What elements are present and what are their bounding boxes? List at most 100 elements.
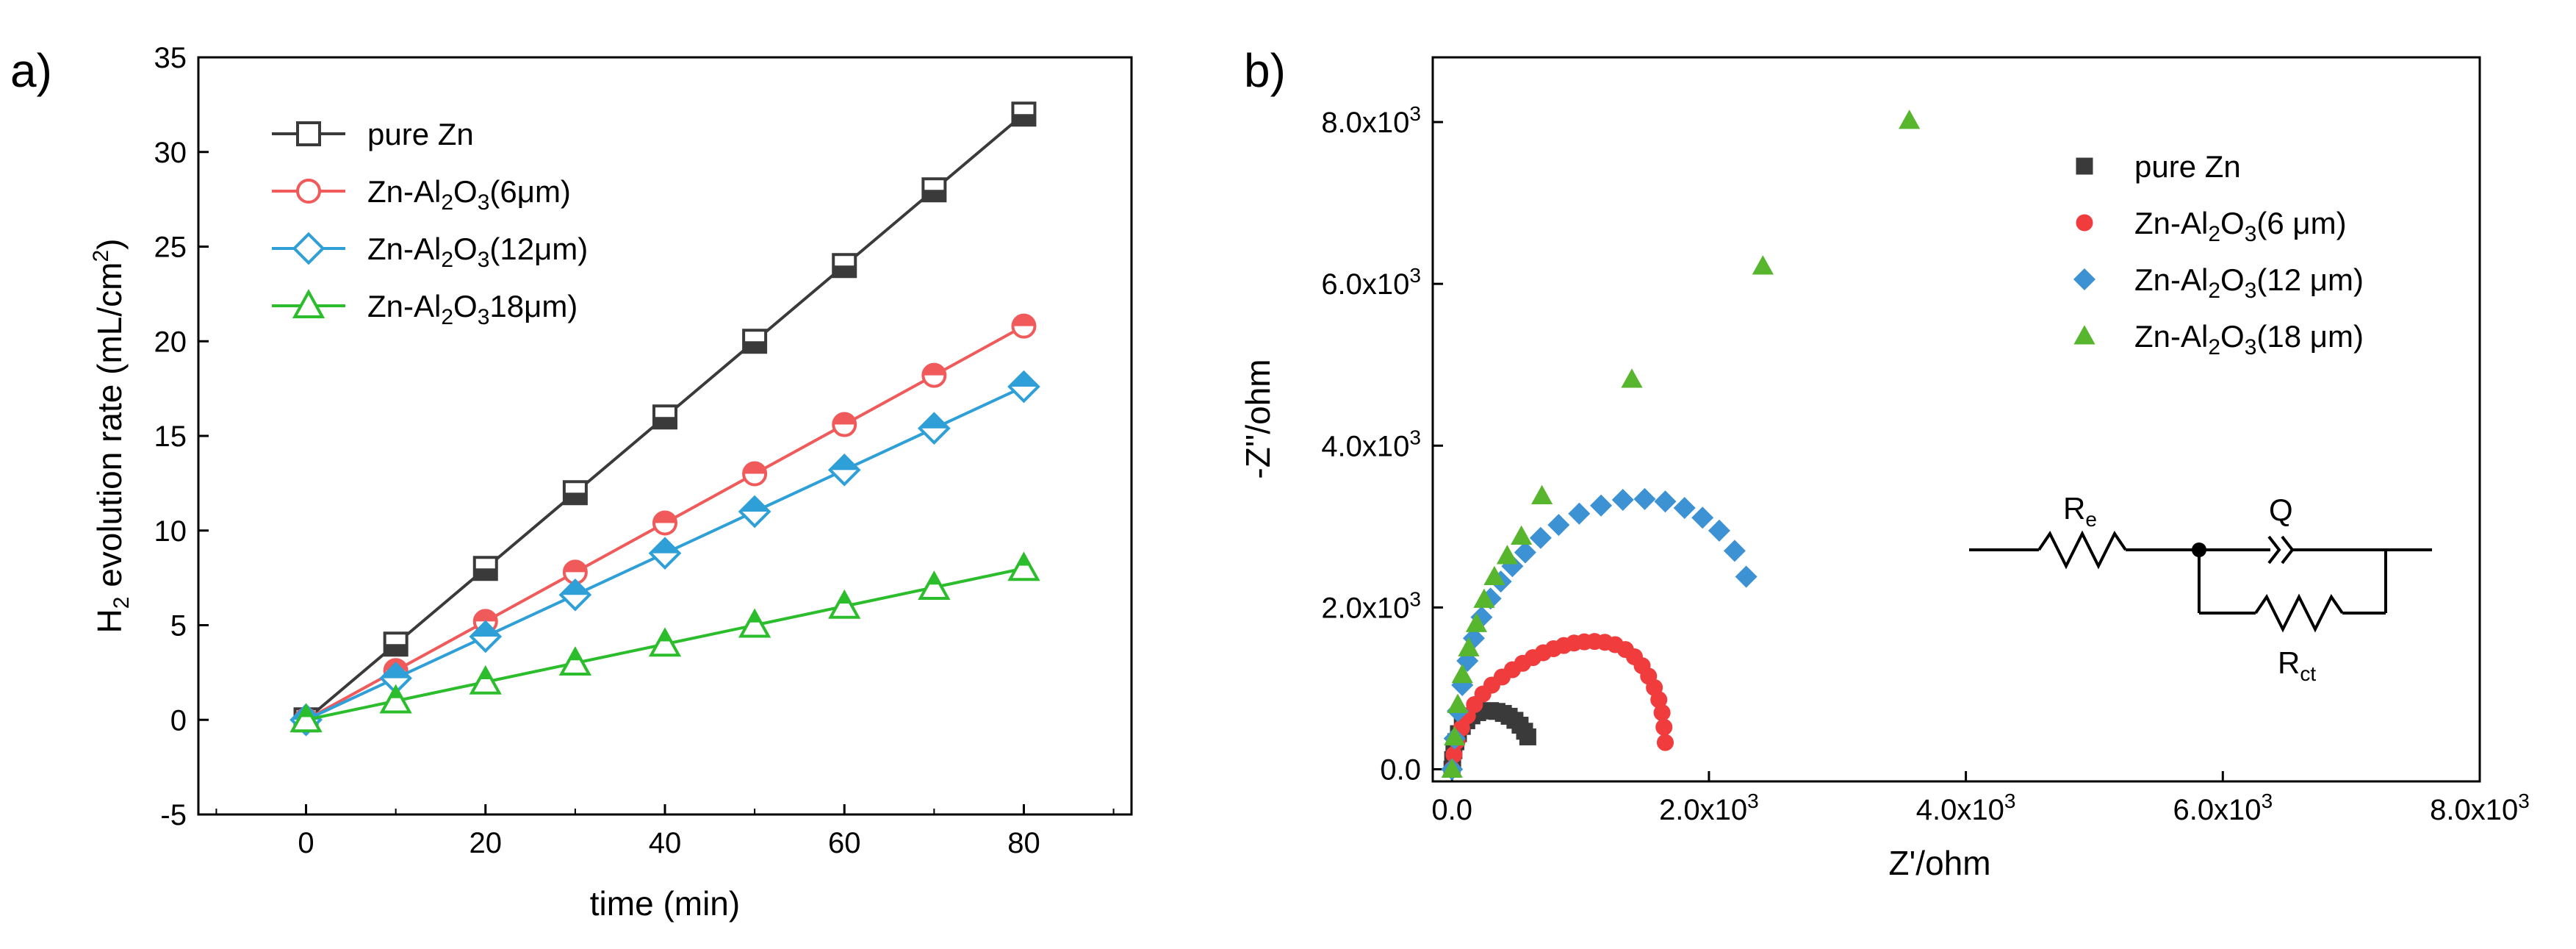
data-point: [1496, 545, 1519, 565]
data-point: [1519, 728, 1536, 745]
x-tick-label: 0.0: [1431, 794, 1472, 826]
x-tick-label: 20: [469, 827, 503, 859]
data-point-fill: [381, 664, 411, 678]
data-point: [289, 703, 323, 733]
legend-label: Zn-Al2O318μm): [367, 289, 578, 329]
series-3: [289, 551, 1040, 733]
data-point-fill: [747, 611, 762, 623]
data-point-fill: [744, 462, 766, 474]
chart-b-x-axis-label: Z'/ohm: [1888, 844, 1990, 882]
legend-label: Zn-Al2O3(12 μm): [2134, 262, 2364, 303]
y-tick-label: -5: [160, 799, 187, 831]
data-point-fill: [923, 190, 946, 201]
legend-label: Zn-Al2O3(6 μm): [2134, 206, 2347, 246]
circuit-label-q: Q: [2269, 493, 2293, 527]
chart-a-y-ticks: -5 0 5 10 15 20 25 30 35: [154, 42, 209, 831]
legend-marker: [296, 121, 321, 146]
data-point: [1656, 734, 1674, 751]
data-point-fill: [833, 413, 856, 425]
legend-label: Zn-Al2O3(6μm): [367, 174, 571, 215]
data-point-fill: [299, 706, 313, 717]
legend-item: Zn-Al2O3(12μm): [272, 232, 588, 272]
circuit-cpe-q-1: [2267, 535, 2281, 565]
legend-marker: [292, 232, 325, 265]
y-tick-label: 8.0x103: [1321, 102, 1421, 139]
legend-marker: [2076, 214, 2093, 232]
data-point: [1621, 368, 1643, 388]
legend-marker: [292, 289, 325, 318]
data-point-fill: [568, 649, 583, 661]
data-point: [1473, 588, 1495, 608]
data-point: [828, 589, 861, 619]
y-tick-label: 2.0x103: [1321, 587, 1421, 624]
data-point: [1752, 255, 1774, 275]
y-tick-label: 35: [154, 42, 187, 74]
y-tick-label: 25: [154, 232, 187, 264]
data-point: [1451, 663, 1473, 684]
y-tick-label: 6.0x103: [1321, 264, 1421, 301]
data-point-fill: [478, 668, 493, 679]
legend-label: Zn-Al2O3(18 μm): [2134, 319, 2364, 359]
chart-a-legend: pure Zn Zn-Al2O3(6μm) Zn-Al2O3(12μm) Zn-Al2…: [272, 117, 588, 329]
legend-item: Zn-Al2O3(18 μm): [2073, 319, 2364, 359]
data-point-fill: [474, 610, 497, 622]
series-2: [1441, 487, 1757, 781]
legend-label: pure Zn: [2134, 149, 2241, 184]
data-point: [1691, 506, 1714, 529]
data-point: [1611, 488, 1634, 512]
legend-item: Zn-Al2O3(6μm): [272, 174, 571, 215]
legend-marker: [2073, 325, 2095, 345]
data-point: [1654, 490, 1677, 513]
data-point: [738, 608, 771, 638]
legend-marker: [2073, 268, 2096, 291]
chart-b: 0.0 2.0x103 4.0x103 6.0x103 8.0x103 0.0 2.0x1…: [1239, 56, 2530, 882]
legend-label: pure Zn: [367, 117, 474, 151]
data-point-fill: [474, 568, 497, 580]
legend-item: Zn-Al2O3(6 μm): [2076, 206, 2347, 246]
y-tick-label: 10: [154, 515, 187, 548]
series-3: [1441, 110, 1921, 778]
data-point: [1653, 703, 1671, 721]
circuit-resistor-re: [2037, 530, 2127, 570]
chart-b-x-ticks: 0.0 2.0x103 4.0x103 6.0x103 8.0x103: [1431, 771, 2530, 826]
data-point-fill: [650, 539, 680, 554]
data-point-fill: [654, 512, 676, 523]
data-point-fill: [1012, 315, 1035, 326]
panel-label-b: b): [1244, 44, 1286, 97]
x-tick-label: 40: [649, 827, 682, 859]
y-tick-label: 15: [154, 420, 187, 453]
y-tick-label: 30: [154, 137, 187, 169]
data-point-fill: [471, 622, 500, 637]
circuit-resistor-rct: [2254, 593, 2344, 633]
x-tick-label: 2.0x103: [1659, 789, 1759, 826]
data-point: [1529, 526, 1552, 549]
data-point-fill: [564, 561, 586, 573]
data-point: [1568, 502, 1591, 525]
data-point-fill: [919, 414, 949, 429]
legend-item: Zn-Al2O318μm): [272, 289, 578, 329]
chart-a-x-axis-label: time (min): [590, 884, 740, 923]
y-tick-label: 5: [170, 610, 187, 642]
data-point-fill: [1017, 554, 1031, 566]
data-point: [1447, 693, 1469, 713]
equivalent-circuit: [1969, 530, 2432, 633]
y-tick-label: 0: [170, 704, 187, 737]
chart-b-y-axis-label: -Z''/ohm: [1239, 359, 1277, 479]
data-point: [1458, 637, 1480, 656]
data-point: [648, 627, 682, 657]
data-point: [1511, 525, 1533, 545]
panel-label-a: a): [10, 44, 52, 97]
data-point: [1673, 497, 1696, 520]
data-point: [1465, 612, 1488, 632]
circuit-label-rct: Rct: [2278, 645, 2316, 685]
chart-a-y-axis-label: H2 evolution rate (mL/cm2): [89, 239, 134, 634]
x-tick-label: 6.0x103: [2173, 789, 2273, 826]
data-point-fill: [740, 497, 769, 512]
data-point-fill: [1012, 114, 1035, 126]
data-point-fill: [654, 417, 676, 429]
data-point: [1547, 514, 1570, 537]
data-point: [1735, 565, 1757, 588]
legend-label: Zn-Al2O3(12μm): [367, 232, 588, 272]
data-point: [1655, 718, 1673, 736]
